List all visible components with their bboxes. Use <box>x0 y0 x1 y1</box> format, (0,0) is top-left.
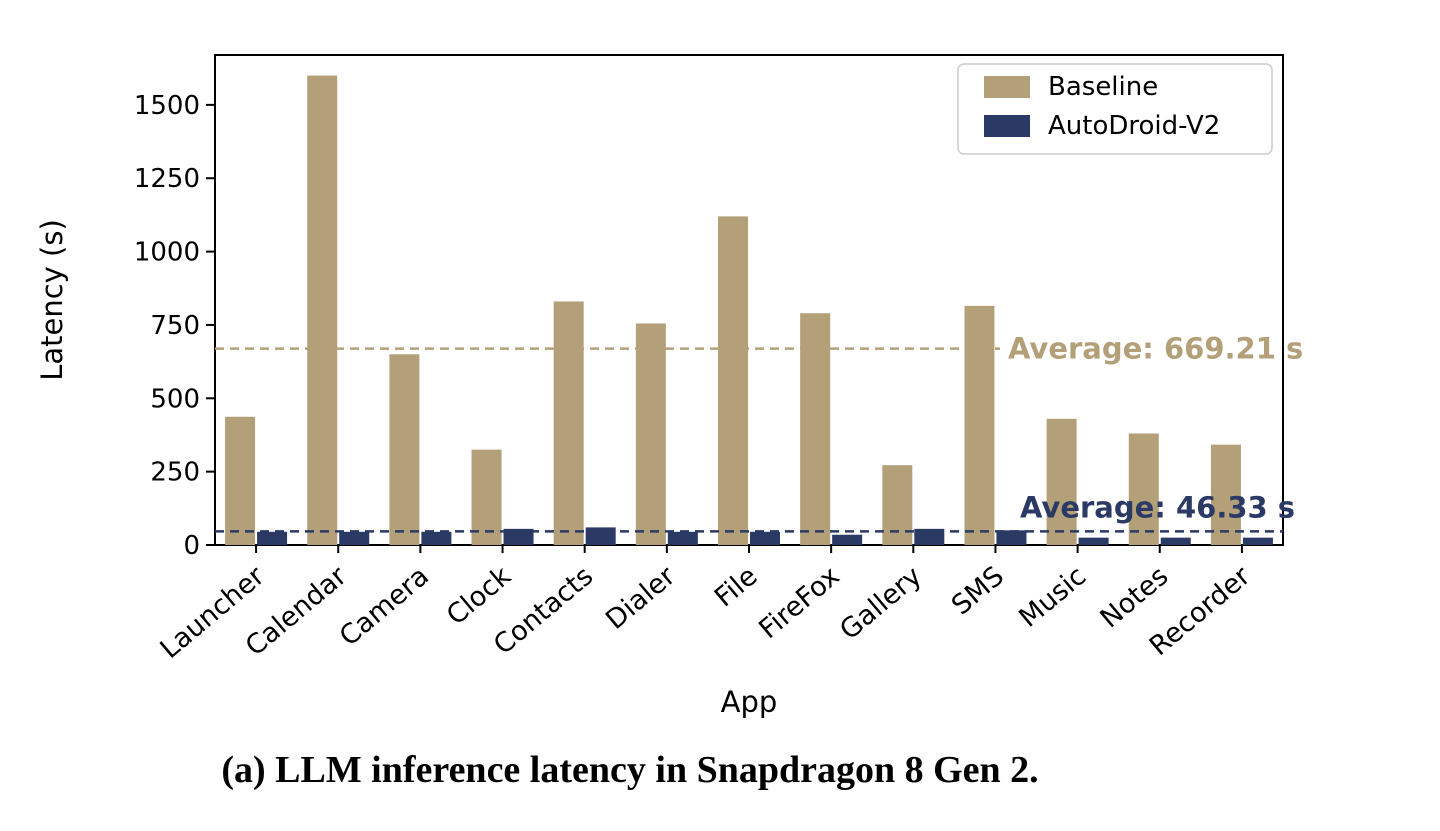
x-tick-label: FireFox <box>753 561 845 645</box>
x-tick-label: Dialer <box>600 560 682 636</box>
bar-baseline <box>1128 433 1159 545</box>
bar-autodroid-v2 <box>996 530 1027 545</box>
bar-autodroid-v2 <box>1242 537 1273 545</box>
bar-baseline <box>1210 444 1241 545</box>
y-tick-label: 250 <box>150 458 200 488</box>
y-tick-label: 500 <box>150 384 200 414</box>
legend-swatch-baseline <box>984 76 1030 98</box>
bar-autodroid-v2 <box>1078 537 1109 545</box>
bar-autodroid-v2 <box>832 534 863 545</box>
bar-autodroid-v2 <box>750 531 780 545</box>
bar-autodroid-v2 <box>421 531 452 545</box>
y-tick-label: 1250 <box>134 164 200 194</box>
x-tick-label: Music <box>1013 561 1092 634</box>
legend-swatch-autodroid-v2 <box>984 115 1030 137</box>
bar-baseline <box>553 301 584 545</box>
bar-baseline <box>635 323 666 545</box>
x-tick-label: Clock <box>441 560 517 631</box>
bar-baseline <box>1046 418 1077 545</box>
x-axis-label: App <box>721 685 778 719</box>
bar-autodroid-v2 <box>257 531 288 545</box>
bar-baseline <box>718 216 748 545</box>
bar-autodroid-v2 <box>339 531 370 545</box>
bar-baseline <box>307 75 338 545</box>
y-axis-label: Latency (s) <box>35 219 69 381</box>
autodroid-average-label: Average: 46.33 s <box>1020 490 1295 524</box>
bar-autodroid-v2 <box>1160 537 1191 545</box>
figure-caption: (a) LLM inference latency in Snapdragon … <box>221 749 1039 791</box>
bar-autodroid-v2 <box>667 531 698 545</box>
x-tick-label: SMS <box>946 561 1010 622</box>
bar-baseline <box>882 465 913 545</box>
y-tick-label: 750 <box>150 311 200 341</box>
bar-autodroid-v2 <box>503 528 534 545</box>
bar-baseline <box>800 313 831 545</box>
y-tick-label: 1000 <box>134 238 200 268</box>
bar-baseline <box>389 354 420 545</box>
y-tick-label: 1500 <box>134 91 200 121</box>
bar-baseline <box>964 305 995 545</box>
bar-baseline <box>471 449 502 545</box>
x-tick-label: Gallery <box>834 561 928 647</box>
legend-label-baseline: Baseline <box>1048 72 1158 102</box>
baseline-average-label: Average: 669.21 s <box>1008 332 1303 366</box>
x-tick-label: File <box>709 561 764 614</box>
bar-baseline <box>225 416 256 545</box>
legend-label-autodroid-v2: AutoDroid-V2 <box>1048 111 1220 141</box>
bar-autodroid-v2 <box>914 528 945 545</box>
bar-autodroid-v2 <box>585 527 616 545</box>
x-tick-label: Camera <box>334 561 435 653</box>
legend-box <box>957 63 1273 155</box>
y-tick-label: 0 <box>183 531 200 561</box>
